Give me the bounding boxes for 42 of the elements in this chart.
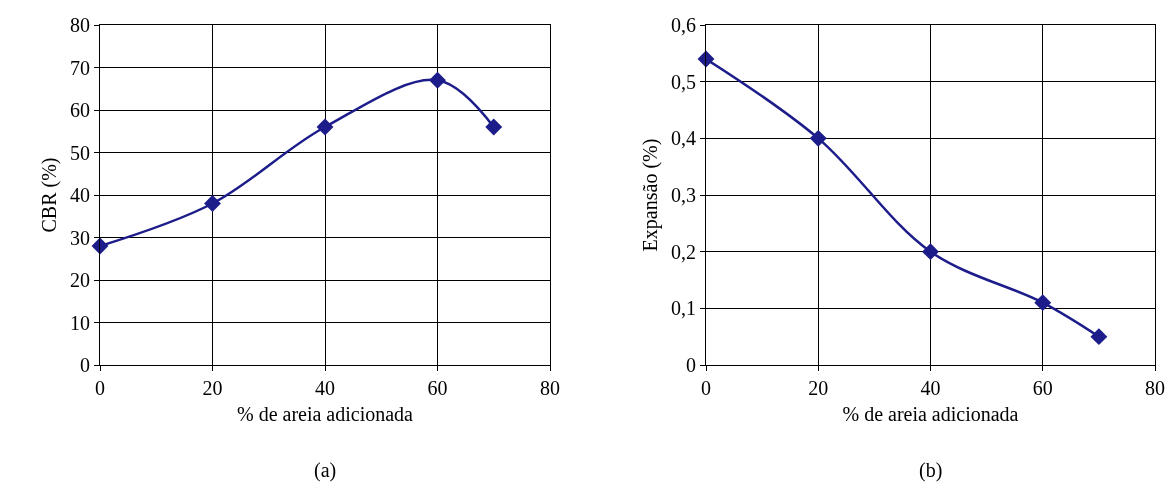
x-axis-title: % de areia adicionada xyxy=(842,402,1019,425)
text: (a) xyxy=(314,459,337,482)
point xyxy=(1034,294,1052,312)
x-tick-label: 40 xyxy=(315,377,335,399)
y-tick-label: 30 xyxy=(70,226,90,249)
point xyxy=(204,195,221,212)
y-tick-label: 40 xyxy=(70,184,90,206)
y-tick-label: 10 xyxy=(70,311,90,334)
y-tick-label: 50 xyxy=(70,141,90,164)
point xyxy=(809,129,827,147)
y-tick-label: 0 xyxy=(686,354,696,376)
x-tick-label: 0 xyxy=(95,377,105,399)
y-tick-label: 0,6 xyxy=(671,14,696,36)
y-tick-label: 0 xyxy=(80,354,90,376)
x-tick-label: 40 xyxy=(920,377,941,399)
y-tick-label: 0,3 xyxy=(671,184,696,206)
y-axis-title: Expansão (%) xyxy=(638,138,662,252)
y-tick-label: 70 xyxy=(70,56,90,79)
x-tick-label: 0 xyxy=(701,377,711,399)
text: (b) xyxy=(919,459,943,482)
point xyxy=(429,71,446,89)
x-tick-label: 20 xyxy=(808,377,829,399)
y-tick-label: 0,2 xyxy=(671,240,696,263)
y-tick-label: 60 xyxy=(70,99,90,121)
x-axis-title: % de areia adicionada xyxy=(236,402,414,425)
point xyxy=(316,118,334,136)
y-tick-label: 0,4 xyxy=(671,127,696,150)
y-tick-label: 80 xyxy=(70,14,90,36)
point xyxy=(91,237,109,255)
point xyxy=(697,50,715,68)
point xyxy=(1090,328,1108,346)
y-axis-title: CBR (%) xyxy=(37,157,61,233)
x-tick-label: 60 xyxy=(1032,377,1053,399)
x-tick-label: 60 xyxy=(427,377,448,399)
x-tick-label: 20 xyxy=(202,377,223,399)
y-tick-label: 20 xyxy=(70,269,90,291)
y-tick-label: 0,1 xyxy=(671,297,696,320)
y-tick-label: 0,5 xyxy=(671,70,696,93)
x-tick-label: 80 xyxy=(1145,377,1165,399)
x-tick-label: 80 xyxy=(540,377,560,399)
point xyxy=(485,118,503,136)
point xyxy=(922,243,939,261)
